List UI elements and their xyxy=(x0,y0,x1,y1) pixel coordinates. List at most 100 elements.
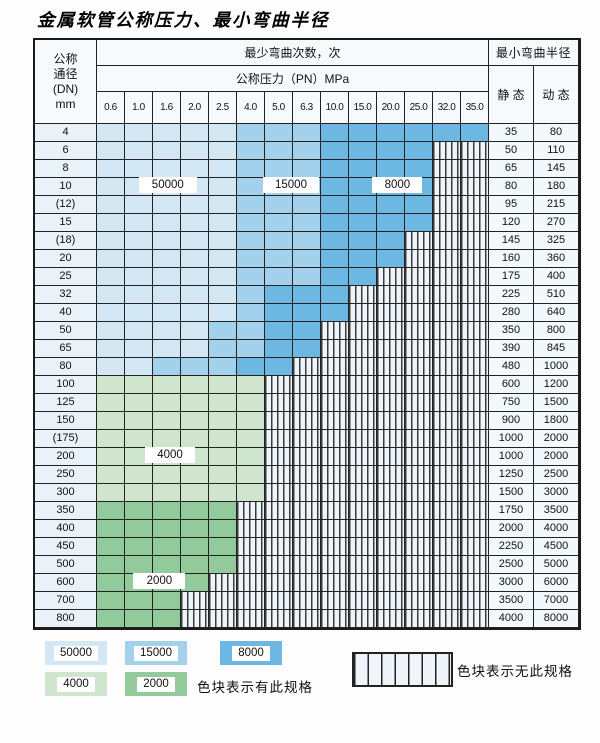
cell-no-spec xyxy=(405,304,433,322)
legend-swatch-4000: 4000 xyxy=(45,672,107,696)
pressure-col-header: 4.0 xyxy=(237,92,265,124)
dn-value: (12) xyxy=(35,196,97,214)
cell-no-spec xyxy=(405,484,433,502)
cell-no-spec xyxy=(461,214,489,232)
static-radius-value: 2500 xyxy=(489,556,534,574)
cell-no-spec xyxy=(321,556,349,574)
cell-no-spec xyxy=(293,592,321,610)
cell-no-spec xyxy=(349,574,377,592)
dynamic-radius-value: 145 xyxy=(534,160,579,178)
cell-no-spec xyxy=(377,340,405,358)
cell-no-spec xyxy=(461,160,489,178)
dynamic-radius-value: 5000 xyxy=(534,556,579,574)
cell-no-spec xyxy=(293,448,321,466)
dn-value: 65 xyxy=(35,340,97,358)
cell-spec-15000 xyxy=(237,142,265,160)
cell-no-spec xyxy=(377,322,405,340)
cell-no-spec xyxy=(377,430,405,448)
cell-no-spec xyxy=(377,286,405,304)
cell-no-spec xyxy=(209,592,237,610)
cell-spec-50000 xyxy=(125,358,153,376)
cell-spec-50000 xyxy=(181,340,209,358)
cell-spec-4000 xyxy=(97,430,125,448)
cell-no-spec xyxy=(433,502,461,520)
cell-spec-8000 xyxy=(321,160,349,178)
cell-spec-8000 xyxy=(349,232,377,250)
cell-spec-50000 xyxy=(97,358,125,376)
cell-spec-50000 xyxy=(97,142,125,160)
cell-spec-50000 xyxy=(209,232,237,250)
cell-no-spec xyxy=(293,610,321,628)
cell-spec-15000 xyxy=(237,124,265,142)
cell-no-spec xyxy=(461,538,489,556)
cell-no-spec xyxy=(433,448,461,466)
cell-no-spec xyxy=(461,574,489,592)
cell-spec-4000 xyxy=(125,466,153,484)
cell-no-spec xyxy=(321,592,349,610)
cell-spec-50000 xyxy=(181,196,209,214)
cell-spec-4000 xyxy=(209,430,237,448)
cell-no-spec xyxy=(405,232,433,250)
dn-value: 8 xyxy=(35,160,97,178)
cell-spec-8000 xyxy=(349,142,377,160)
bend-cycles-header: 最少弯曲次数，次 xyxy=(97,40,489,66)
cell-no-spec xyxy=(405,340,433,358)
cell-no-spec xyxy=(237,520,265,538)
cell-spec-15000 xyxy=(181,358,209,376)
cell-spec-15000 xyxy=(237,304,265,322)
cell-spec-8000 xyxy=(349,124,377,142)
cell-spec-50000 xyxy=(125,340,153,358)
cell-spec-8000 xyxy=(405,142,433,160)
cell-no-spec xyxy=(293,376,321,394)
cell-no-spec xyxy=(209,610,237,628)
cell-spec-8000 xyxy=(321,124,349,142)
cell-spec-2000 xyxy=(153,502,181,520)
cell-spec-8000 xyxy=(293,304,321,322)
cell-spec-50000 xyxy=(125,304,153,322)
static-radius-value: 145 xyxy=(489,232,534,250)
cycle-count-label: 4000 xyxy=(145,447,196,463)
static-radius-value: 1250 xyxy=(489,466,534,484)
cell-spec-8000 xyxy=(377,124,405,142)
pressure-col-header: 32.0 xyxy=(433,92,461,124)
cell-no-spec xyxy=(433,376,461,394)
legend-swatch-8000: 8000 xyxy=(220,641,282,665)
cell-no-spec xyxy=(461,502,489,520)
cell-spec-50000 xyxy=(153,160,181,178)
dynamic-radius-value: 2000 xyxy=(534,430,579,448)
dn-value: 80 xyxy=(35,358,97,376)
cell-spec-8000 xyxy=(321,142,349,160)
cell-spec-50000 xyxy=(125,322,153,340)
cell-spec-8000 xyxy=(321,304,349,322)
dn-value: 125 xyxy=(35,394,97,412)
cell-no-spec xyxy=(433,484,461,502)
cell-spec-2000 xyxy=(125,610,153,628)
cell-no-spec xyxy=(433,214,461,232)
cell-no-spec xyxy=(321,394,349,412)
cell-spec-50000 xyxy=(97,196,125,214)
dn-value: 50 xyxy=(35,322,97,340)
cell-spec-2000 xyxy=(153,592,181,610)
dn-value: 4 xyxy=(35,124,97,142)
cell-spec-50000 xyxy=(153,232,181,250)
cell-spec-8000 xyxy=(405,124,433,142)
cell-spec-50000 xyxy=(209,178,237,196)
cell-spec-2000 xyxy=(181,556,209,574)
cell-spec-2000 xyxy=(125,520,153,538)
cell-no-spec xyxy=(293,358,321,376)
cell-spec-2000 xyxy=(209,520,237,538)
cell-no-spec xyxy=(461,250,489,268)
cell-no-spec xyxy=(405,286,433,304)
cell-no-spec xyxy=(433,142,461,160)
cell-no-spec xyxy=(265,394,293,412)
cell-spec-2000 xyxy=(125,502,153,520)
cell-no-spec xyxy=(433,430,461,448)
dn-value: (175) xyxy=(35,430,97,448)
pressure-col-header: 20.0 xyxy=(377,92,405,124)
cell-spec-50000 xyxy=(97,178,125,196)
cell-spec-2000 xyxy=(97,556,125,574)
cell-spec-50000 xyxy=(125,142,153,160)
dn-value: 25 xyxy=(35,268,97,286)
cell-no-spec xyxy=(265,448,293,466)
cell-no-spec xyxy=(405,556,433,574)
